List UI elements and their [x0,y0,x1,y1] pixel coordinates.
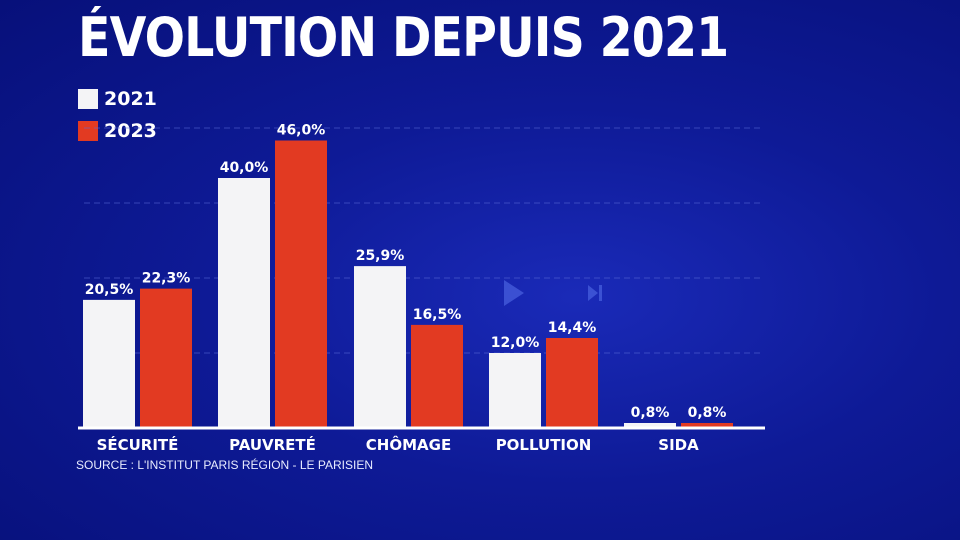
chart-grid [84,127,760,354]
bar-2023-4 [681,423,733,428]
data-label-2021-0: 20,5% [85,282,134,298]
bar-2023-1 [275,140,327,428]
data-label-2021-3: 12,0% [491,335,540,351]
legend-swatch-2023 [78,121,98,141]
legend-label-2021: 2021 [104,88,157,110]
bar-2023-3 [546,338,598,428]
data-label-2023-0: 22,3% [142,271,191,287]
data-label-2023-2: 16,5% [413,307,462,323]
bar-2021-4 [624,423,676,428]
data-label-2021-2: 25,9% [356,248,405,264]
data-label-2023-4: 0,8% [688,405,727,421]
legend-swatch-2021 [78,89,98,109]
bar-2021-3 [489,353,541,428]
chart-labels: 20,5% 22,3% SÉCURITÉ 40,0% 46,0% PAUVRETÉ 25,9… [85,123,727,455]
category-label-0: SÉCURITÉ [97,435,179,454]
bar-2021-0 [83,299,135,428]
legend-label-2023: 2023 [104,120,157,142]
legend-item-2021: 2021 [78,88,157,110]
bar-2023-0 [140,288,192,428]
category-label-2: CHÔMAGE [366,435,451,454]
data-label-2021-1: 40,0% [220,160,269,176]
skip-icon [588,285,602,301]
chart-title: ÉVOLUTION DEPUIS 2021 [78,6,729,69]
category-label-3: POLLUTION [496,436,592,454]
bar-2021-2 [354,266,406,428]
legend-item-2023: 2023 [78,120,157,142]
chart-bars [83,140,733,428]
source-note: SOURCE : L'INSTITUT PARIS RÉGION - LE PA… [76,458,374,472]
data-label-2023-3: 14,4% [548,320,597,336]
bar-2023-2 [411,324,463,428]
category-label-1: PAUVRETÉ [229,435,316,454]
data-label-2023-1: 46,0% [277,123,326,139]
bar-2021-1 [218,178,270,428]
data-label-2021-4: 0,8% [631,405,670,421]
play-icon [504,280,524,306]
category-label-4: SIDA [658,436,699,454]
